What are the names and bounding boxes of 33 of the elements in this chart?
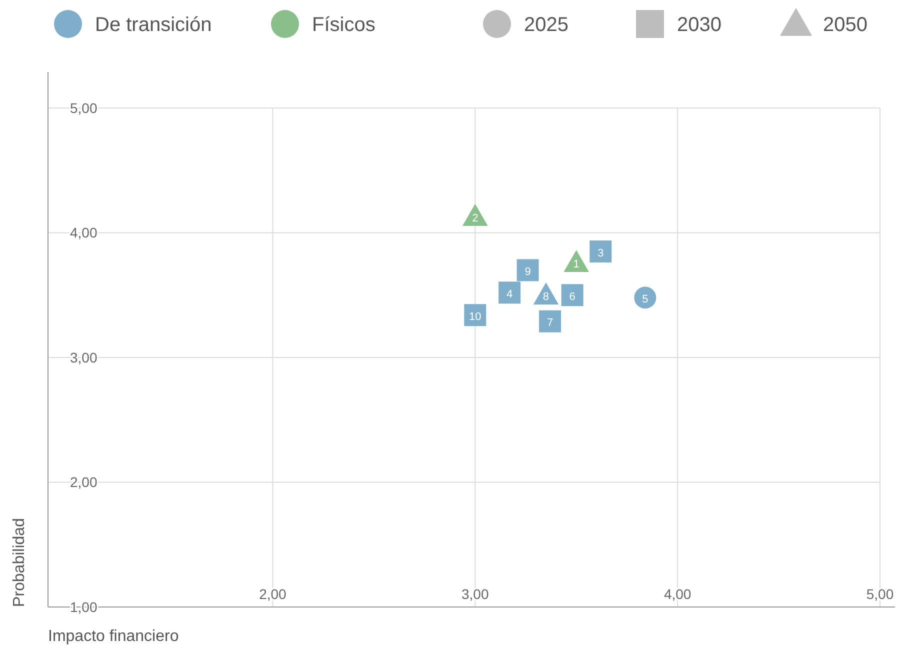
annotation: 4 [506,288,513,300]
point [498,282,521,304]
legend-label: 2050 [823,14,868,36]
legend-label: De transición [95,14,212,36]
annotation: 2 [472,212,478,224]
point [634,286,656,309]
point [561,284,584,306]
point [462,204,488,226]
legend-label: 2030 [677,14,722,36]
legend-label: Físicos [312,14,376,36]
annotation: 10 [469,310,482,323]
y-tick-label: 5,00 [70,100,98,116]
x-tick-label: 3,00 [462,586,489,602]
y-tick-label: 4,00 [70,224,98,241]
annotation: 5 [642,293,648,306]
point [539,310,562,332]
point [590,240,612,262]
x-tick-label: 5,00 [866,586,894,602]
annotation: 6 [569,290,576,303]
y-tick-label: 3,00 [70,349,98,366]
y-axis-title: Probabilidad [11,518,28,607]
x-tick-label: 2,00 [259,586,287,602]
annotation: 1 [573,258,580,271]
annotation: 7 [546,317,554,330]
x-tick-label: 4,00 [664,586,692,602]
point [564,250,589,272]
annotation: 9 [524,266,531,278]
legend-label: 2025 [524,14,568,36]
x-axis-title: Impacto financiero [48,628,179,645]
annotation: 3 [598,247,604,260]
point [516,259,539,282]
annotation: 8 [542,290,550,303]
y-tick-label: 2,00 [70,474,98,490]
